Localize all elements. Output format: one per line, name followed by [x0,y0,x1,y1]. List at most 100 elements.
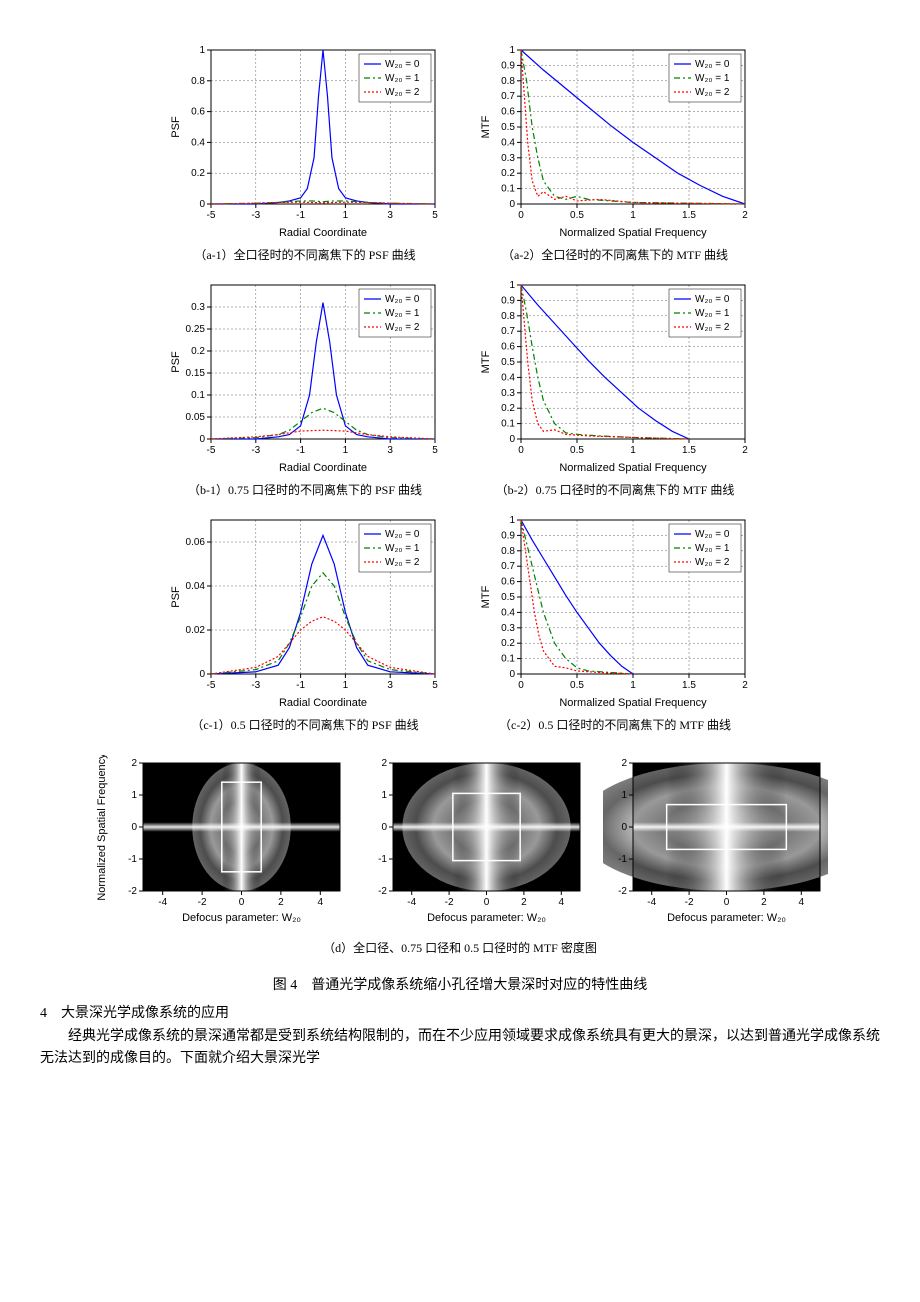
heatmap-d1-svg: -4-2024-2-1012Defocus parameter: W₂₀Norm… [93,755,348,925]
svg-text:W₂₀ = 1: W₂₀ = 1 [695,308,730,319]
svg-text:0.2: 0.2 [501,403,515,414]
svg-text:W₂₀ = 2: W₂₀ = 2 [385,87,420,98]
chart-b2: 00.511.5200.10.20.30.40.50.60.70.80.91No… [475,275,755,498]
mtf-c2-svg: 00.511.5200.10.20.30.40.50.60.70.80.91No… [475,510,755,710]
svg-text:1.5: 1.5 [682,445,696,456]
svg-text:-4: -4 [158,897,167,908]
svg-text:5: 5 [432,445,438,456]
psf-b1-svg: -5-3-113500.050.10.150.20.250.3Radial Co… [165,275,445,475]
svg-text:-1: -1 [296,210,305,221]
chart-c2: 00.511.5200.10.20.30.40.50.60.70.80.91No… [475,510,755,733]
svg-text:2: 2 [278,897,284,908]
figure-caption: 图 4 普通光学成像系统缩小孔径增大景深时对应的特性曲线 [273,974,648,994]
svg-text:Radial Coordinate: Radial Coordinate [279,227,367,239]
svg-text:0: 0 [199,199,205,210]
svg-text:Defocus parameter: W₂₀: Defocus parameter: W₂₀ [427,912,546,924]
svg-text:W₂₀ = 0: W₂₀ = 0 [695,529,730,540]
svg-text:-1: -1 [128,854,137,865]
svg-text:0.9: 0.9 [501,295,515,306]
svg-text:0.9: 0.9 [501,60,515,71]
svg-text:Defocus parameter: W₂₀: Defocus parameter: W₂₀ [182,912,301,924]
svg-text:0.1: 0.1 [501,419,515,430]
svg-text:-1: -1 [378,854,387,865]
svg-text:W₂₀ = 0: W₂₀ = 0 [385,59,420,70]
svg-text:Normalized Spatial Frequency: Normalized Spatial Frequency [559,697,707,709]
svg-text:1: 1 [509,515,515,526]
svg-text:PSF: PSF [170,351,182,373]
svg-text:W₂₀ = 0: W₂₀ = 0 [695,294,730,305]
svg-text:0.04: 0.04 [186,581,206,592]
svg-text:MTF: MTF [480,115,492,138]
svg-text:W₂₀ = 0: W₂₀ = 0 [385,294,420,305]
mtf-a2-svg: 00.511.5200.10.20.30.40.50.60.70.80.91No… [475,40,755,240]
row-c: -5-3-113500.020.040.06Radial CoordinateP… [165,510,755,733]
svg-text:0.4: 0.4 [501,372,515,383]
svg-text:0.25: 0.25 [186,324,206,335]
svg-text:-1: -1 [296,445,305,456]
svg-text:Normalized Spatial Frequency: Normalized Spatial Frequency [96,755,108,901]
svg-text:1.5: 1.5 [682,680,696,691]
svg-text:2: 2 [761,897,767,908]
svg-text:1: 1 [199,45,205,56]
svg-text:0.5: 0.5 [501,592,515,603]
caption-d: （d）全口径、0.75 口径和 0.5 口径时的 MTF 密度图 [323,939,597,956]
svg-text:-3: -3 [251,445,260,456]
svg-text:0.9: 0.9 [501,530,515,541]
svg-text:-4: -4 [407,897,416,908]
svg-text:4: 4 [798,897,804,908]
svg-text:-2: -2 [378,886,387,897]
svg-text:W₂₀ = 2: W₂₀ = 2 [385,322,420,333]
svg-text:0.3: 0.3 [501,623,515,634]
svg-text:MTF: MTF [480,350,492,373]
svg-text:W₂₀ = 2: W₂₀ = 2 [695,322,730,333]
svg-text:Normalized Spatial Frequency: Normalized Spatial Frequency [559,227,707,239]
chart-a2: 00.511.5200.10.20.30.40.50.60.70.80.91No… [475,40,755,263]
figure-4: -5 -3 -1 1 3 5 0 0.2 0.4 0.6 0.8 1 Radial Coordinate… [40,40,880,994]
svg-text:0.5: 0.5 [570,210,584,221]
svg-text:5: 5 [432,680,438,691]
svg-text:W₂₀ = 1: W₂₀ = 1 [385,308,420,319]
svg-text:0.7: 0.7 [501,326,515,337]
svg-text:0.8: 0.8 [501,311,515,322]
svg-text:-2: -2 [197,897,206,908]
svg-text:1.5: 1.5 [682,210,696,221]
svg-text:0.5: 0.5 [570,445,584,456]
heatmap-d2-svg: -4-2024-2-1012Defocus parameter: W₂₀ [363,755,588,925]
svg-text:0.6: 0.6 [501,577,515,588]
svg-text:0.8: 0.8 [501,76,515,87]
svg-text:0.1: 0.1 [501,654,515,665]
caption-c2: （c-2）0.5 口径时的不同离焦下的 MTF 曲线 [499,716,731,733]
svg-text:1: 1 [630,445,636,456]
svg-text:2: 2 [742,210,748,221]
svg-text:0.2: 0.2 [501,168,515,179]
svg-text:0.6: 0.6 [501,342,515,353]
svg-text:0.06: 0.06 [186,537,206,548]
svg-text:Defocus parameter: W₂₀: Defocus parameter: W₂₀ [667,912,786,924]
svg-text:1: 1 [630,680,636,691]
caption-c1: （c-1）0.5 口径时的不同离焦下的 PSF 曲线 [191,716,418,733]
svg-text:-2: -2 [684,897,693,908]
chart-b1: -5-3-113500.050.10.150.20.250.3Radial Co… [165,275,445,498]
svg-text:0.2: 0.2 [191,168,205,179]
section-heading: 4 大景深光学成像系统的应用 [40,1002,880,1022]
svg-text:0: 0 [518,445,524,456]
svg-text:0: 0 [483,897,489,908]
svg-text:Radial Coordinate: Radial Coordinate [279,697,367,709]
svg-text:3: 3 [387,680,393,691]
svg-text:W₂₀ = 1: W₂₀ = 1 [695,73,730,84]
svg-text:W₂₀ = 1: W₂₀ = 1 [695,543,730,554]
svg-text:PSF: PSF [170,586,182,608]
svg-text:0.7: 0.7 [501,561,515,572]
svg-text:0.2: 0.2 [501,638,515,649]
svg-text:0.2: 0.2 [191,346,205,357]
svg-text:-5: -5 [207,680,216,691]
svg-text:0.6: 0.6 [191,107,205,118]
svg-text:1: 1 [131,790,137,801]
svg-text:1: 1 [381,790,387,801]
svg-text:-2: -2 [128,886,137,897]
caption-b1: （b-1）0.75 口径时的不同离焦下的 PSF 曲线 [188,481,422,498]
mtf-b2-svg: 00.511.5200.10.20.30.40.50.60.70.80.91No… [475,275,755,475]
psf-a1-svg: -5-3-113500.20.40.60.81Radial Coordinate… [165,40,445,240]
row-d: -4-2024-2-1012Defocus parameter: W₂₀Norm… [93,755,828,925]
svg-text:PSF: PSF [170,116,182,138]
